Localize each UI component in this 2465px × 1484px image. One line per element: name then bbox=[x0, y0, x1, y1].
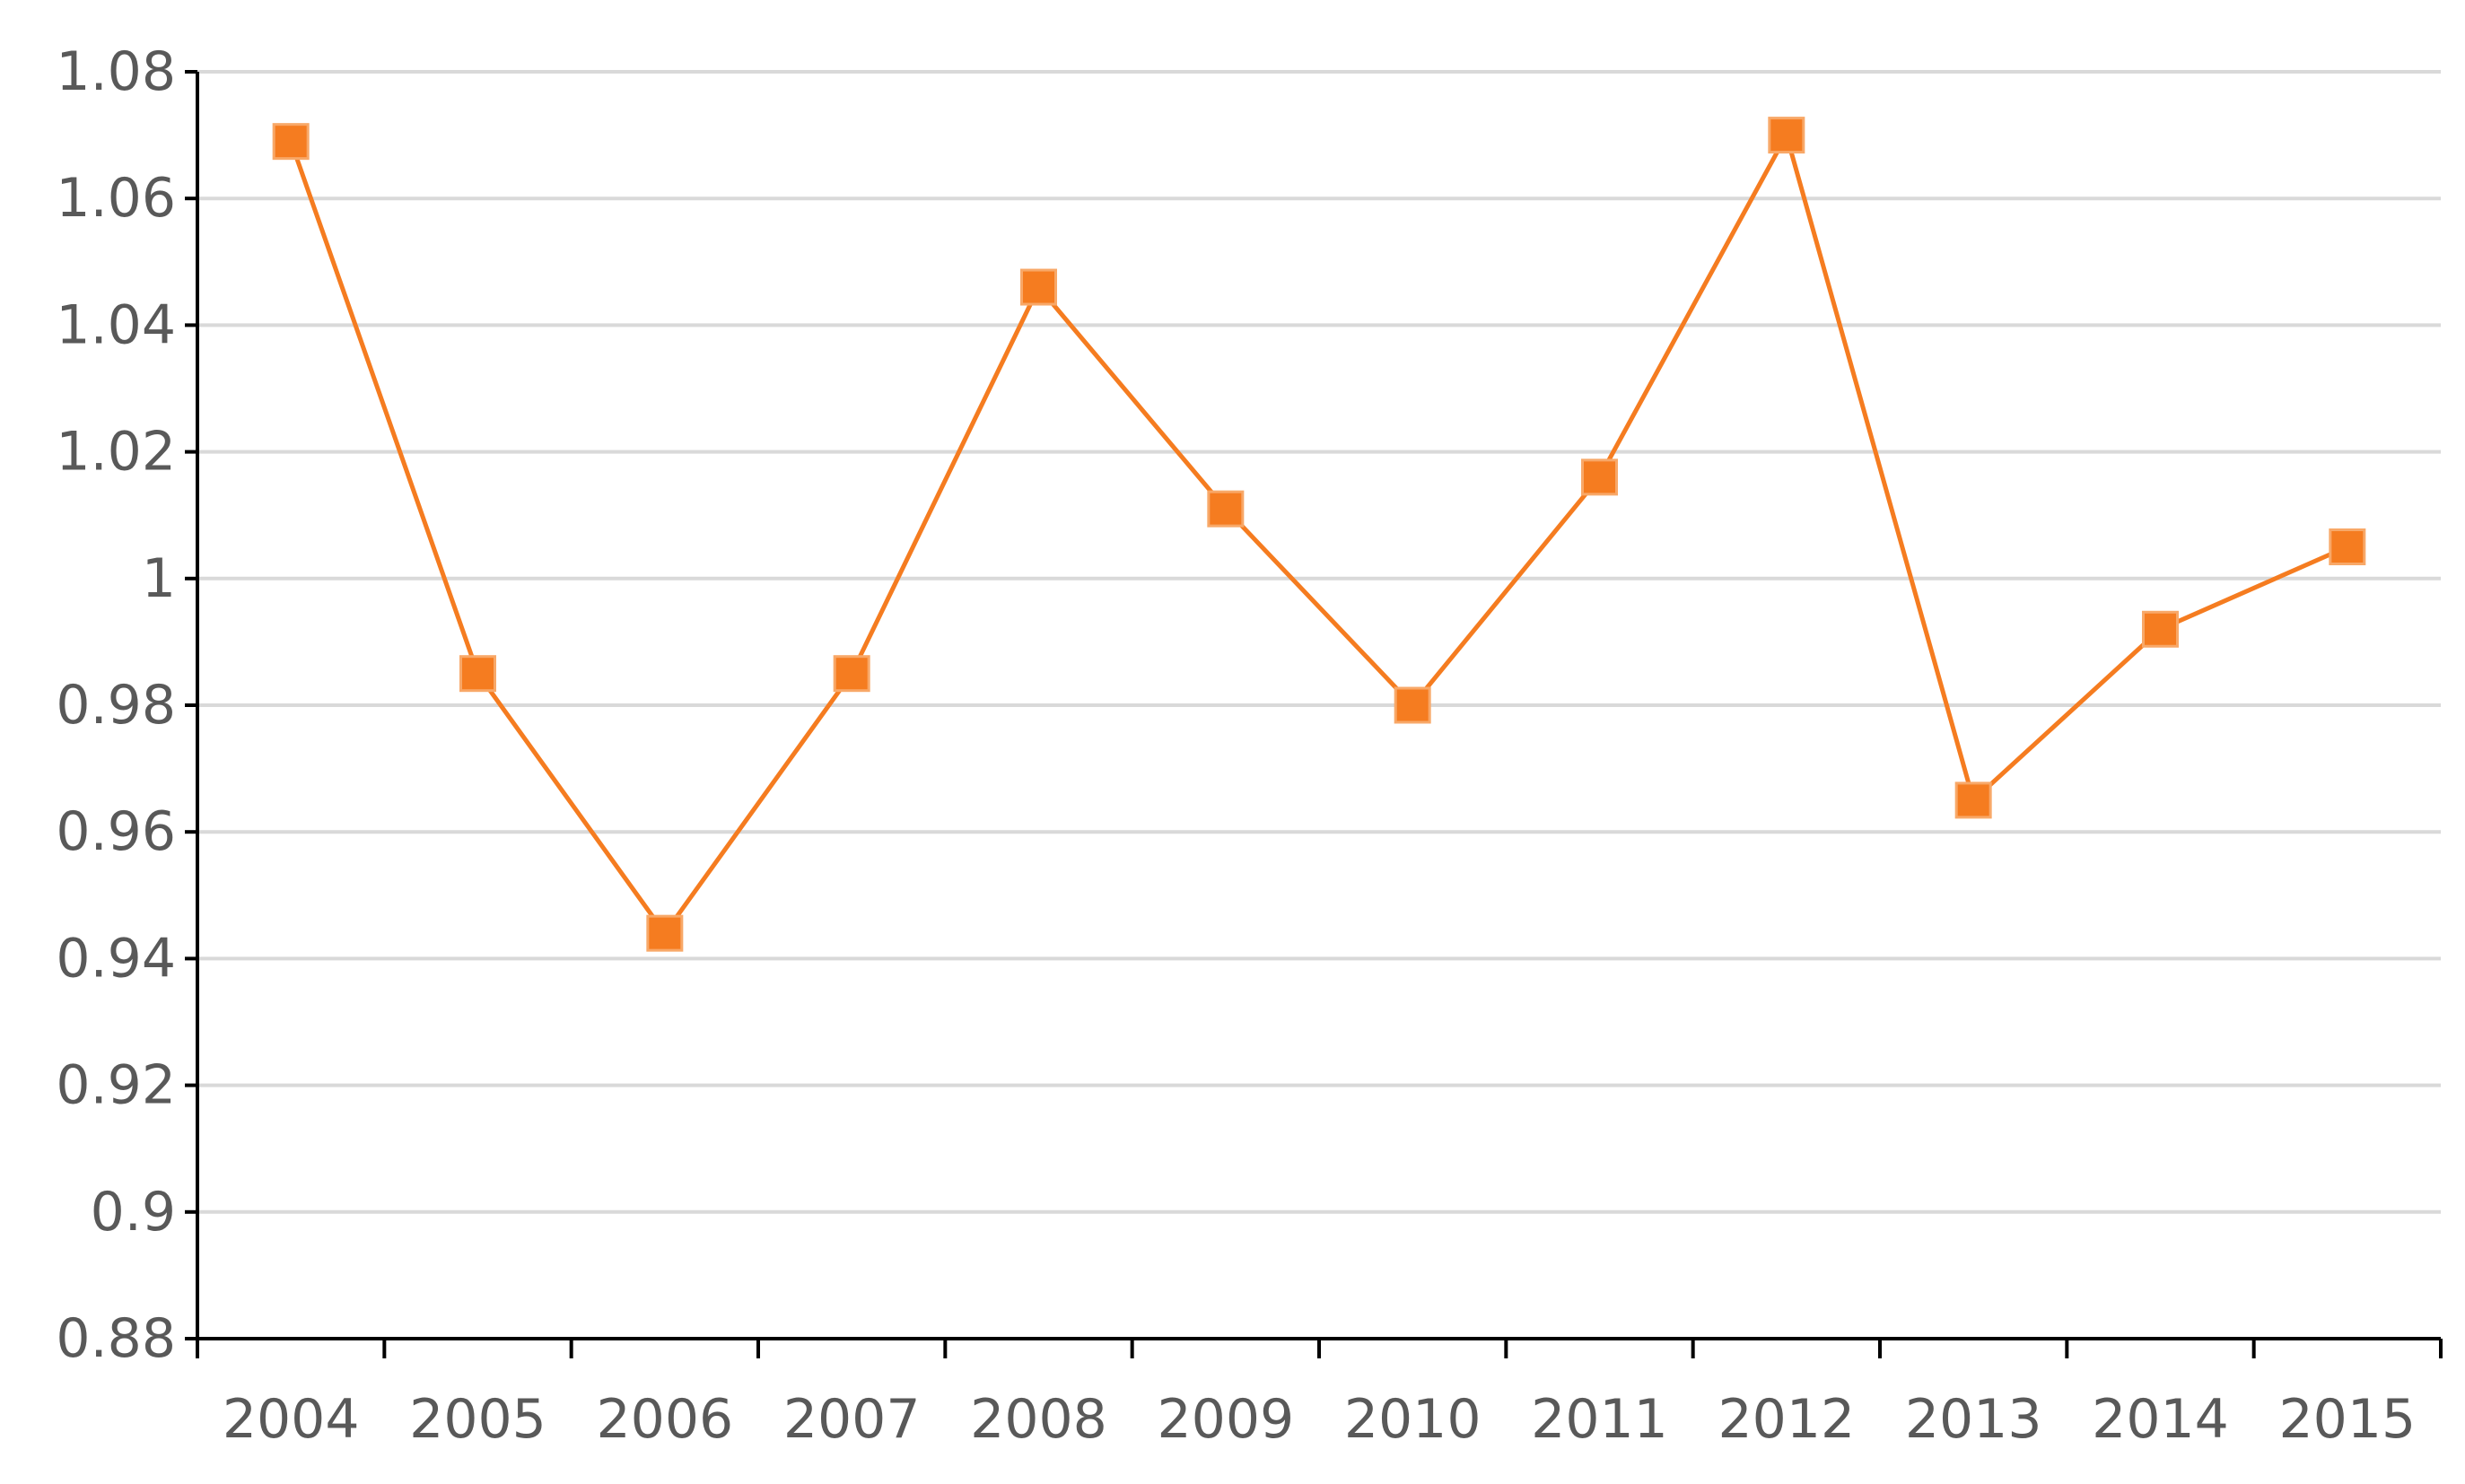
y-tick-label: 0.94 bbox=[56, 927, 176, 990]
series-group bbox=[272, 117, 2366, 952]
data-point-marker bbox=[1768, 117, 1805, 154]
data-point-marker bbox=[459, 655, 496, 693]
y-tick-label: 0.88 bbox=[56, 1307, 176, 1370]
y-tick-label: 0.96 bbox=[56, 800, 176, 863]
gridlines bbox=[197, 70, 2441, 1214]
data-point-marker bbox=[1954, 781, 1992, 819]
y-tick-label: 0.92 bbox=[56, 1054, 176, 1117]
data-point-marker bbox=[2142, 610, 2179, 648]
x-tick-label: 2014 bbox=[2092, 1388, 2229, 1451]
x-tick-label: 2007 bbox=[783, 1388, 921, 1451]
x-axis: 2004 2005 2006 2007 2008 2009 2010 2011 2012 2013… bbox=[196, 1337, 2443, 1451]
x-tick-label: 2012 bbox=[1718, 1388, 1855, 1451]
data-point-marker bbox=[833, 655, 870, 693]
y-tick-label: 1.04 bbox=[56, 293, 176, 356]
x-tick-label: 2008 bbox=[970, 1388, 1107, 1451]
y-tick-label: 1.08 bbox=[56, 40, 176, 103]
x-tick-label: 2006 bbox=[596, 1388, 733, 1451]
x-tick-label: 2004 bbox=[223, 1388, 360, 1451]
data-point-marker bbox=[1020, 268, 1057, 306]
y-axis: 0.88 0.9 0.92 0.94 0.96 0.98 1 1.02 1.04 1.06 1.08 bbox=[56, 40, 199, 1370]
x-tick-label: 2011 bbox=[1531, 1388, 1668, 1451]
series-line bbox=[288, 133, 2348, 936]
y-tick-label: 1.06 bbox=[56, 167, 176, 230]
data-point-marker bbox=[1581, 458, 1618, 496]
data-point-marker bbox=[1207, 490, 1245, 528]
y-tick-label: 0.9 bbox=[91, 1181, 176, 1244]
y-tick-label: 1.02 bbox=[56, 421, 176, 484]
y-tick-label: 1 bbox=[142, 547, 176, 610]
x-tick-label: 2005 bbox=[409, 1388, 546, 1451]
x-tick-label: 2009 bbox=[1157, 1388, 1294, 1451]
data-point-marker bbox=[2329, 528, 2366, 565]
data-point-marker bbox=[1394, 686, 1431, 724]
y-tick-label: 0.98 bbox=[56, 674, 176, 737]
data-point-marker bbox=[646, 914, 684, 952]
data-point-marker bbox=[272, 123, 310, 161]
x-tick-label: 2013 bbox=[1905, 1388, 2042, 1451]
x-tick-label: 2015 bbox=[2278, 1388, 2416, 1451]
x-tick-label: 2010 bbox=[1344, 1388, 1482, 1451]
